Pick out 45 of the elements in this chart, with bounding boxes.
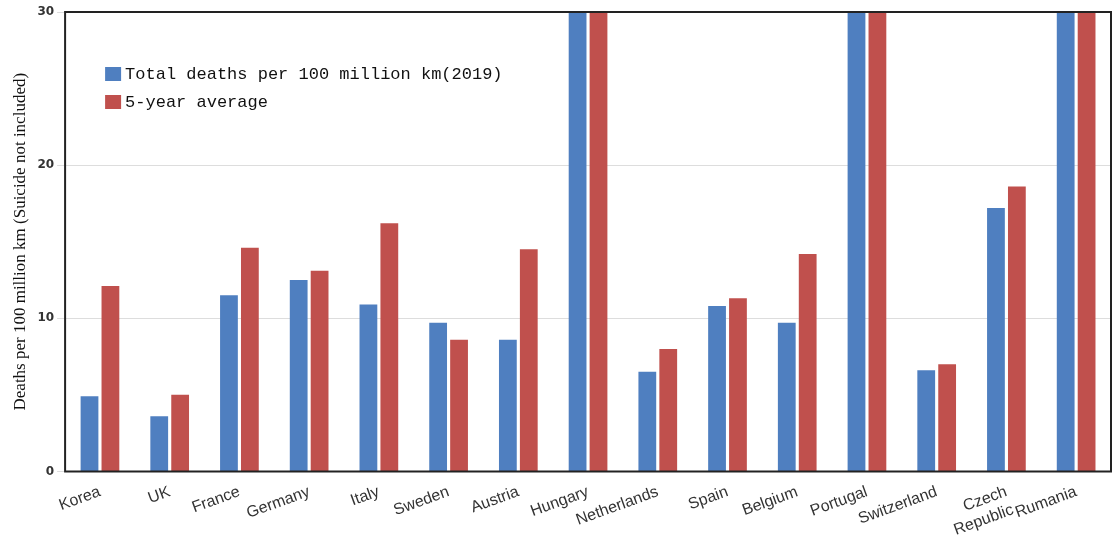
bar xyxy=(987,208,1005,471)
y-tick-label: 30 xyxy=(37,4,55,19)
bar xyxy=(171,394,190,471)
bar xyxy=(240,247,259,471)
bar xyxy=(729,298,747,471)
bar xyxy=(220,295,238,471)
bar xyxy=(359,304,378,471)
y-tick-label: 10 xyxy=(37,310,55,325)
x-tick-label: Belgium xyxy=(739,482,800,519)
y-tick-label: 20 xyxy=(37,157,55,172)
bar xyxy=(568,12,587,471)
bar xyxy=(429,322,448,471)
bar xyxy=(1056,12,1075,471)
legend-label: Total deaths per 100 million km(2019) xyxy=(125,64,503,84)
x-tick-label: Korea xyxy=(56,482,103,513)
bar xyxy=(498,339,517,471)
bar xyxy=(101,286,120,471)
legend-label: 5-year average xyxy=(125,92,268,112)
bar xyxy=(1007,186,1026,471)
bar xyxy=(659,348,678,471)
x-tick-label: Italy xyxy=(348,482,382,509)
bar xyxy=(150,416,169,471)
bar xyxy=(868,12,887,471)
bar xyxy=(310,270,329,471)
bar xyxy=(708,306,726,471)
bar xyxy=(589,12,608,471)
bar xyxy=(519,249,538,471)
y-tick-label: 0 xyxy=(45,463,55,478)
bar xyxy=(777,322,796,471)
bar xyxy=(638,371,657,471)
bar xyxy=(798,253,817,471)
x-tick-label: Spain xyxy=(685,482,731,513)
bar xyxy=(289,279,308,471)
bar xyxy=(938,364,957,471)
x-tick-label: Austria xyxy=(468,482,521,516)
bar xyxy=(847,12,866,471)
bar xyxy=(450,339,468,471)
bar xyxy=(80,396,99,471)
x-tick-label: France xyxy=(189,482,243,516)
x-tick-label: UK xyxy=(145,482,173,506)
bar xyxy=(917,370,936,471)
bar xyxy=(380,223,399,471)
x-tick-label: Sweden xyxy=(390,482,452,519)
bar xyxy=(1077,12,1096,471)
y-axis-title: Deaths per 100 million km (Suicide not included) xyxy=(9,72,29,411)
